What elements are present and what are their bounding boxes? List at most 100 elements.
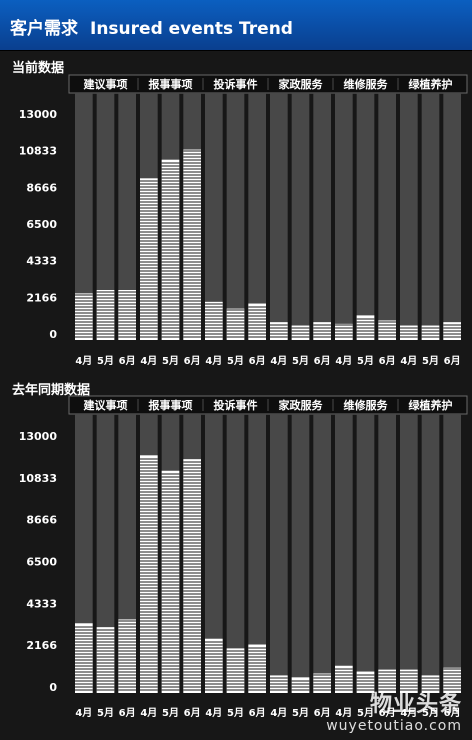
current-data-chart: 建议事项 报事事项 投诉事件 家政服务 维修服务 绿植养护 4月 5月 6月 4月 5月 6月 4月 5月… (19, 74, 468, 367)
data-bar (118, 290, 136, 340)
y-tick-label: 10833 (19, 472, 57, 485)
x-tick-label: 5月 (357, 355, 374, 367)
x-tick-label: 6月 (249, 355, 266, 367)
x-tick-label: 4月 (335, 707, 352, 719)
data-bar (96, 290, 115, 340)
group-label: 报事事项 (149, 77, 193, 91)
x-tick-label: 6月 (184, 355, 201, 367)
x-tick-label: 6月 (249, 707, 266, 719)
y-tick-label: 6500 (26, 556, 57, 569)
column-background (96, 93, 115, 340)
column-background (400, 414, 418, 693)
current-data-title: 当前数据 (12, 61, 65, 76)
x-tick-label: 4月 (270, 707, 287, 719)
data-bar (140, 455, 158, 693)
header-title-cn: 客户需求 (10, 19, 78, 39)
y-tick-label: 0 (49, 328, 57, 341)
column-background (443, 93, 461, 340)
x-tick-label: 4月 (75, 707, 92, 719)
app-header: 客户需求 Insured events Trend (0, 0, 472, 51)
x-tick-label: 5月 (227, 355, 244, 367)
group-label: 绿植养护 (409, 398, 453, 412)
data-bar (291, 677, 310, 693)
x-tick-label: 5月 (422, 355, 439, 367)
data-bar (335, 665, 353, 693)
y-tick-label: 13000 (19, 430, 58, 443)
group-label: 绿植养护 (409, 77, 453, 91)
x-tick-label: 4月 (400, 355, 417, 367)
column-background (205, 93, 223, 340)
column-background (356, 93, 375, 340)
y-tick-label: 8666 (26, 181, 57, 194)
column-background (313, 93, 331, 340)
x-tick-label: 4月 (205, 707, 222, 719)
data-bar (205, 301, 223, 340)
x-tick-label: 5月 (227, 707, 244, 719)
y-tick-label: 10833 (19, 145, 57, 158)
x-tick-label: 4月 (205, 355, 222, 367)
y-tick-label: 4333 (26, 597, 57, 610)
column-background (313, 414, 331, 693)
group-label: 投诉事件 (214, 77, 258, 91)
header-title-en: Insured events Trend (90, 19, 293, 39)
x-tick-label: 6月 (119, 707, 136, 719)
column-background (118, 93, 136, 340)
x-tick-label: 6月 (444, 707, 461, 719)
data-bar (356, 671, 375, 693)
column-background (96, 414, 115, 693)
data-bar (291, 325, 310, 340)
column-background (75, 93, 93, 340)
column-background (378, 414, 396, 693)
y-tick-label: 2166 (26, 291, 57, 304)
column-background (378, 93, 396, 340)
data-bar (226, 648, 245, 693)
column-background (335, 93, 353, 340)
column-background (248, 93, 266, 340)
x-tick-label: 6月 (119, 355, 136, 367)
data-bar (75, 293, 93, 340)
x-tick-label: 5月 (357, 707, 374, 719)
x-tick-label: 5月 (292, 355, 309, 367)
x-tick-label: 5月 (162, 707, 179, 719)
x-tick-label: 5月 (422, 707, 439, 719)
column-background (335, 414, 353, 693)
data-bar (400, 325, 418, 340)
header-title: 客户需求 Insured events Trend (10, 14, 293, 39)
x-tick-label: 6月 (314, 355, 331, 367)
x-tick-label: 5月 (97, 355, 114, 367)
y-tick-label: 13000 (19, 108, 58, 121)
data-bar (335, 323, 353, 340)
y-tick-label: 2166 (26, 639, 57, 652)
last-year-data-title: 去年同期数据 (12, 383, 91, 398)
column-background (421, 414, 440, 693)
x-tick-label: 6月 (314, 707, 331, 719)
column-background (226, 414, 245, 693)
x-tick-label: 4月 (140, 707, 157, 719)
x-tick-label: 6月 (184, 707, 201, 719)
column-background (356, 414, 375, 693)
y-tick-label: 6500 (26, 218, 57, 231)
group-label: 维修服务 (344, 398, 389, 412)
column-background (421, 93, 440, 340)
group-label: 建议事项 (84, 398, 128, 412)
data-bar (226, 308, 245, 340)
x-tick-label: 5月 (162, 355, 179, 367)
data-bar (443, 667, 461, 693)
group-label: 维修服务 (344, 77, 389, 91)
y-tick-label: 8666 (26, 514, 57, 527)
x-tick-label: 5月 (97, 707, 114, 719)
x-tick-label: 6月 (379, 355, 396, 367)
group-label: 家政服务 (279, 77, 324, 91)
data-bar (118, 619, 136, 693)
column-background (291, 414, 310, 693)
group-label: 投诉事件 (214, 398, 258, 412)
last-year-data-chart: 建议事项 报事事项 投诉事件 家政服务 维修服务 绿植养护 4月 5月 6月 4月 5月 6月 4月 5月… (19, 395, 468, 719)
column-background (205, 414, 223, 693)
column-background (226, 93, 245, 340)
column-background (270, 414, 288, 693)
x-tick-label: 4月 (75, 355, 92, 367)
group-label: 家政服务 (279, 398, 324, 412)
x-tick-label: 4月 (335, 355, 352, 367)
group-label: 建议事项 (84, 77, 128, 91)
x-tick-label: 4月 (140, 355, 157, 367)
